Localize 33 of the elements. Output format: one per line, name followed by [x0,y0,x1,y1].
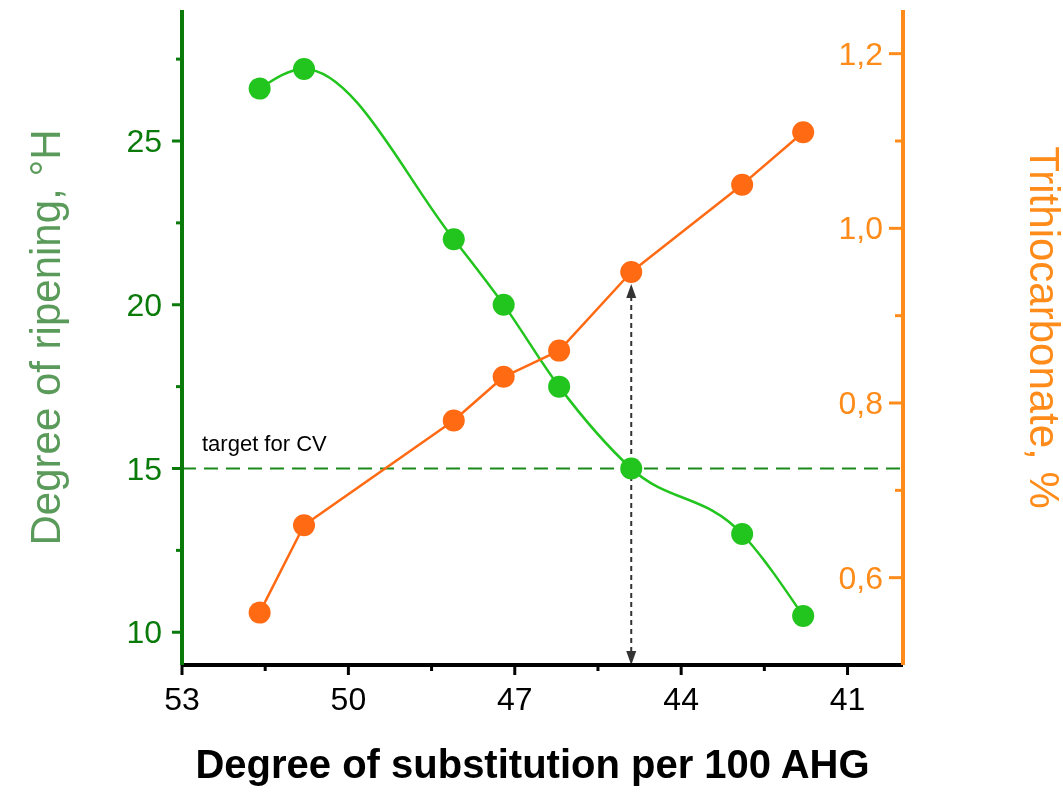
point [731,173,754,196]
x-tick-label: 53 [164,681,200,717]
y-tick-label: 25 [126,123,162,159]
y2-tick-label: 0,8 [838,385,883,421]
y2-tick-label: 1,2 [838,35,883,72]
point [293,514,316,537]
point [442,409,465,432]
point [731,523,754,545]
point [792,121,815,144]
y-tick-label: 10 [126,614,162,651]
point [293,57,316,80]
point [248,77,271,100]
y2-axis-title: Trithiocarbonate, % [1021,146,1063,509]
y-tick-label: 15 [126,450,162,487]
point [492,293,515,316]
point [548,339,571,362]
y2-tick-label: 1,0 [838,210,883,247]
y2-tick-label: 0,6 [838,559,883,596]
point [620,457,643,480]
point [248,601,271,624]
x-tick-label: 44 [663,681,699,717]
point [492,365,515,388]
x-tick-label: 47 [496,681,533,717]
y-tick-label: 20 [126,286,162,323]
x-axis-title: Degree of substitution per 100 AHG [195,742,870,786]
point [620,261,643,283]
x-tick-label: 50 [330,681,367,717]
y-axis-title: Degree of ripening, °H [22,129,69,546]
point [442,228,465,251]
x-tick-label: 41 [829,681,866,717]
ref-line-label: target for CV [202,430,328,456]
point [548,375,571,398]
point [792,604,815,627]
